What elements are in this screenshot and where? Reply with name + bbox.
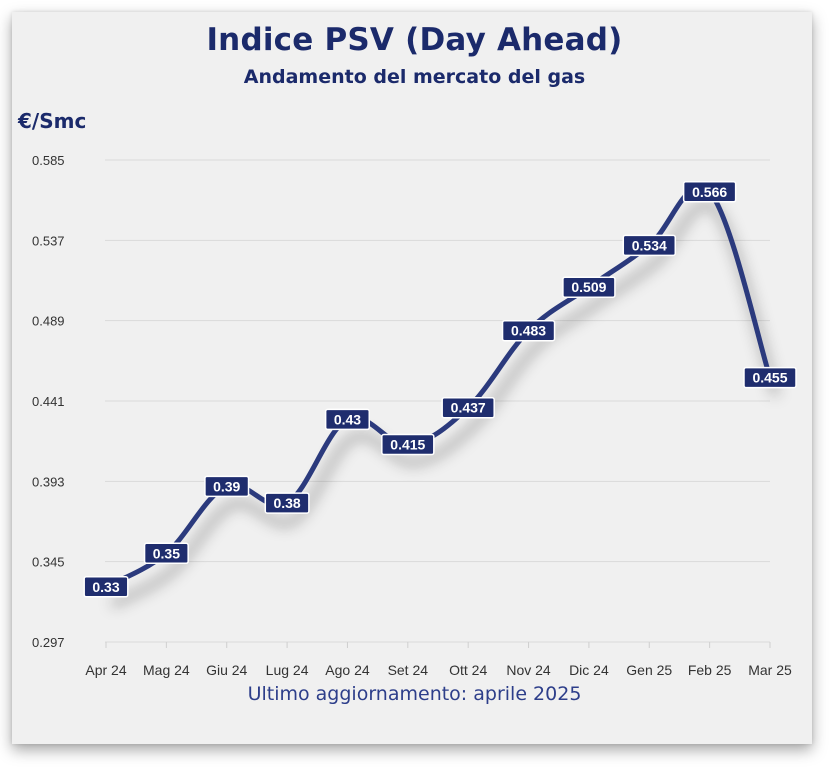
- line-shadow: [110, 200, 780, 609]
- data-label-box: [143, 542, 189, 565]
- data-point: 0.534: [622, 234, 677, 257]
- data-point: 0.43: [324, 408, 371, 431]
- series-line-shadow: [110, 200, 780, 609]
- x-tick-label: Nov 24: [506, 662, 551, 678]
- data-label-box: [381, 433, 435, 456]
- data-point: 0.483: [501, 319, 556, 342]
- data-point: 0.455: [743, 366, 797, 389]
- data-label: 0.43: [334, 411, 361, 427]
- data-label: 0.415: [390, 437, 425, 453]
- data-point: 0.566: [682, 181, 737, 203]
- data-label: 0.39: [213, 478, 240, 494]
- data-point: 0.38: [264, 492, 310, 514]
- y-tick-label: 0.297: [32, 635, 65, 650]
- data-label-box: [743, 366, 797, 389]
- y-tick-label: 0.441: [32, 394, 65, 409]
- x-tick-label: Lug 24: [266, 662, 309, 678]
- data-point: 0.415: [381, 433, 435, 456]
- y-tick-label: 0.393: [32, 474, 65, 489]
- data-label-box: [441, 396, 495, 419]
- data-label: 0.455: [752, 370, 787, 386]
- data-point: 0.35: [143, 542, 189, 565]
- data-point: 0.509: [562, 276, 616, 298]
- y-tick-label: 0.585: [32, 153, 65, 168]
- x-tick-label: Gen 25: [626, 662, 672, 678]
- x-tick-label: Ago 24: [325, 662, 370, 678]
- x-tick-label: Mar 25: [748, 662, 792, 678]
- data-label: 0.534: [632, 237, 667, 253]
- data-label: 0.566: [692, 184, 727, 200]
- x-tick-label: Ott 24: [449, 662, 487, 678]
- y-axis-unit-label: €/Smc: [18, 109, 87, 133]
- y-axis-ticks: 0.297 0.345 0.393 0.441 0.489 0.537 0.585: [32, 153, 65, 650]
- data-label: 0.38: [273, 495, 300, 511]
- y-tick-label: 0.345: [32, 555, 65, 570]
- data-label-box: [324, 408, 371, 431]
- data-label-box: [562, 276, 616, 298]
- chart-subtitle: Andamento del mercato del gas: [243, 66, 586, 88]
- chart-title: Indice PSV (Day Ahead): [206, 22, 623, 58]
- data-label-box: [622, 234, 677, 257]
- data-point: 0.33: [83, 576, 129, 598]
- x-tick-label: Set 24: [388, 662, 429, 678]
- data-label-box: [264, 492, 310, 514]
- x-tick-label: Apr 24: [85, 662, 126, 678]
- x-tick-label: Mag 24: [143, 662, 190, 678]
- data-point: 0.437: [441, 396, 495, 419]
- grid-lines: [105, 159, 770, 643]
- y-tick-label: 0.489: [32, 314, 65, 329]
- data-label: 0.483: [511, 323, 546, 339]
- data-label-box: [204, 475, 250, 498]
- x-tick-label: Dic 24: [569, 662, 609, 678]
- chart-card: [12, 12, 812, 744]
- data-labels: 0.33 0.35 0.39 0.38 0.43 0.415 0.437 0.483 0.509…: [83, 181, 797, 598]
- data-label-box: [501, 319, 556, 342]
- y-tick-label: 0.537: [32, 233, 65, 248]
- x-tick-label: Giu 24: [206, 662, 247, 678]
- data-label-box: [682, 181, 737, 203]
- data-point: 0.39: [204, 475, 250, 498]
- x-axis-ticks: Apr 24 Mag 24 Giu 24 Lug 24 Ago 24 Set 24 Ott …: [85, 642, 792, 678]
- data-label-box: [83, 576, 129, 598]
- data-label: 0.33: [92, 579, 119, 595]
- data-label: 0.509: [571, 279, 606, 295]
- data-label: 0.35: [153, 545, 180, 561]
- last-update-note: Ultimo aggiornamento: aprile 2025: [247, 683, 582, 705]
- data-label: 0.437: [451, 400, 486, 416]
- x-tick-label: Feb 25: [688, 662, 732, 678]
